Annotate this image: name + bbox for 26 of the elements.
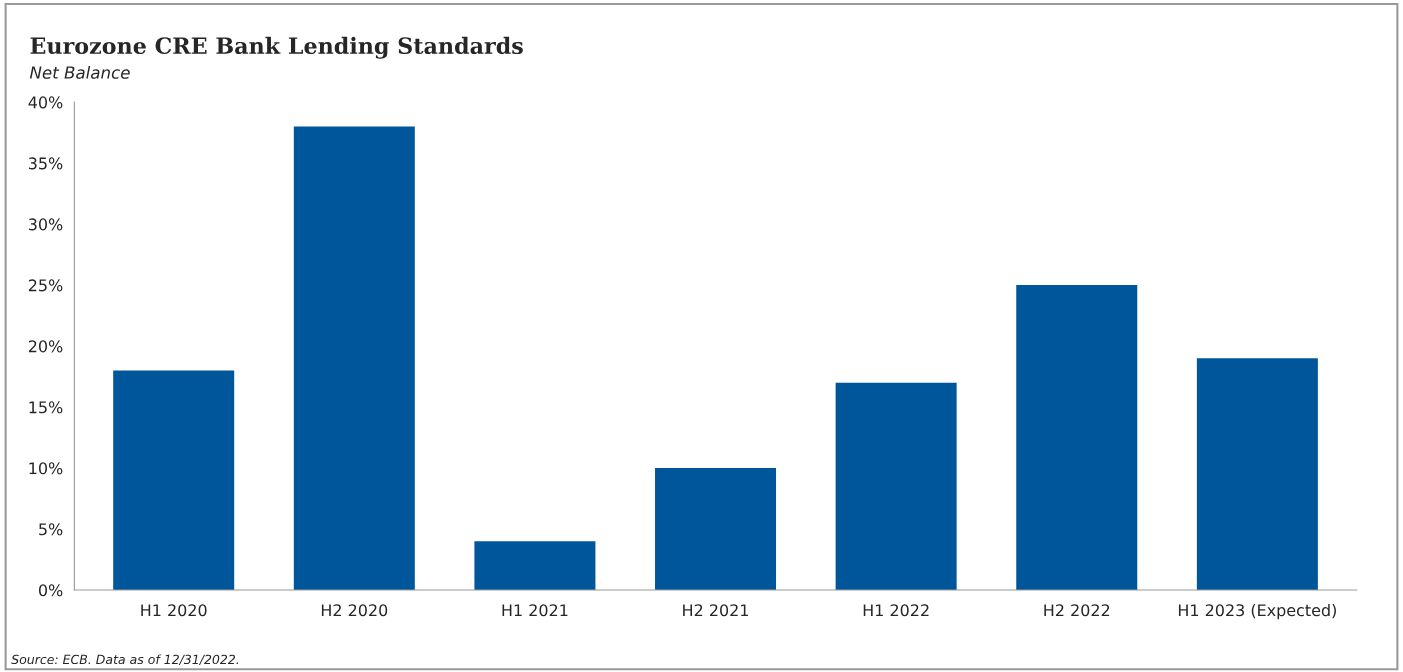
x-tick-label: H1 2022	[863, 604, 929, 617]
bar	[293, 126, 415, 591]
y-tick-label: 5%	[39, 523, 63, 536]
source-note: Source: ECB. Data as of 12/31/2022.	[11, 654, 239, 666]
chart-subtitle: Net Balance	[29, 65, 130, 79]
bar	[1016, 285, 1138, 591]
y-tick-label: 20%	[28, 340, 63, 353]
y-tick-label: 35%	[28, 157, 63, 170]
bar	[113, 370, 235, 591]
chart-title: Eurozone CRE Bank Lending Standards	[30, 36, 523, 59]
y-tick-label: 30%	[28, 218, 63, 231]
x-tick-label: H1 2021	[502, 604, 568, 617]
bar	[474, 541, 596, 591]
x-tick-label: H2 2022	[1044, 604, 1110, 617]
x-tick-label: H1 2023 (Expected)	[1178, 603, 1336, 620]
bar	[1196, 358, 1318, 591]
y-tick-label: 25%	[28, 279, 63, 292]
y-tick-label: 10%	[29, 462, 63, 475]
x-tick-label: H2 2021	[683, 604, 748, 617]
bar	[835, 382, 957, 591]
x-tick-label: H2 2020	[321, 604, 388, 617]
y-tick-label: 40%	[28, 96, 63, 109]
y-tick-label: 15%	[29, 401, 63, 414]
bar	[655, 468, 777, 591]
y-tick-label: 0%	[38, 584, 63, 597]
x-tick-label: H1 2020	[141, 604, 207, 617]
